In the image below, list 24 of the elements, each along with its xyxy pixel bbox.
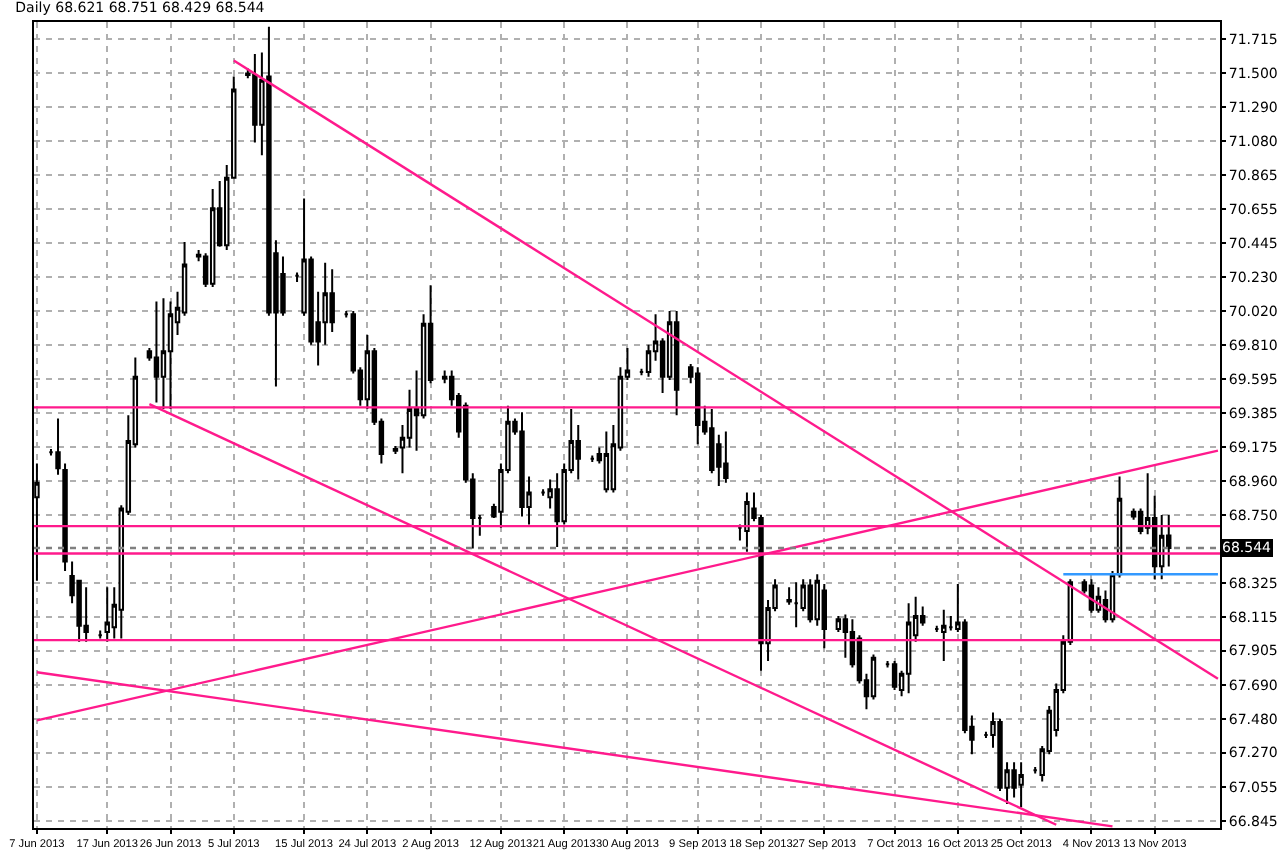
candlestick bbox=[744, 491, 750, 553]
candlestick bbox=[891, 660, 898, 691]
candlestick bbox=[842, 613, 849, 659]
candlestick bbox=[695, 366, 701, 446]
candlestick bbox=[793, 581, 799, 629]
candlestick bbox=[83, 586, 89, 643]
candlestick bbox=[554, 472, 560, 549]
candlestick bbox=[104, 586, 110, 643]
candlestick bbox=[905, 602, 912, 695]
candlestick bbox=[1018, 761, 1024, 809]
candlestick bbox=[160, 297, 167, 410]
candlestick bbox=[97, 629, 103, 640]
candlestick bbox=[519, 411, 525, 518]
candlestick bbox=[723, 430, 729, 484]
candlestick bbox=[870, 653, 877, 701]
candlestick bbox=[673, 310, 680, 417]
candlestick bbox=[603, 430, 610, 494]
candlestick bbox=[821, 582, 827, 650]
candlestick bbox=[807, 578, 813, 624]
candlestick bbox=[941, 608, 947, 663]
candlestick bbox=[167, 300, 174, 410]
candlestick bbox=[1011, 761, 1017, 799]
candlestick bbox=[209, 187, 216, 288]
candlestick bbox=[153, 300, 160, 404]
